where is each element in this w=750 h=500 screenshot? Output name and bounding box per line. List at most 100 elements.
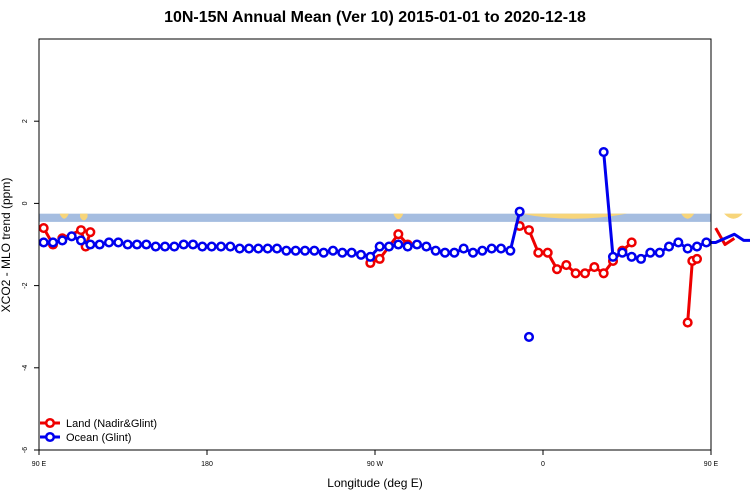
data-point-1 bbox=[374, 241, 385, 252]
data-point-1 bbox=[411, 239, 423, 250]
data-point-0 bbox=[691, 253, 703, 264]
data-point-1 bbox=[206, 241, 217, 252]
data-point-0 bbox=[598, 268, 609, 279]
data-point-0 bbox=[551, 264, 563, 275]
data-point-0 bbox=[85, 227, 96, 238]
data-point-1 bbox=[337, 247, 348, 258]
data-point-1 bbox=[467, 247, 479, 258]
data-point-1 bbox=[122, 239, 133, 250]
series-line-0 bbox=[686, 257, 698, 323]
data-point-1 bbox=[66, 231, 77, 242]
data-point-1 bbox=[234, 243, 245, 254]
y-tick-label: -4 bbox=[22, 365, 29, 371]
data-point-1 bbox=[327, 245, 339, 256]
chart-title: 10N-15N Annual Mean (Ver 10) 2015-01-01 … bbox=[164, 9, 586, 26]
land-patch bbox=[520, 213, 627, 219]
data-point-1 bbox=[178, 239, 189, 250]
data-point-1 bbox=[113, 237, 124, 248]
data-point-1 bbox=[514, 206, 525, 217]
data-point-1 bbox=[523, 331, 535, 343]
y-tick-label: 2 bbox=[22, 119, 29, 123]
data-point-1 bbox=[309, 245, 320, 256]
data-point-1 bbox=[159, 241, 171, 252]
legend-marker bbox=[44, 431, 56, 443]
data-point-1 bbox=[635, 253, 647, 264]
data-point-1 bbox=[486, 243, 497, 254]
data-point-0 bbox=[570, 268, 581, 279]
data-point-1 bbox=[654, 247, 665, 258]
legend-label: Land (Nadir&Glint) bbox=[66, 418, 157, 430]
data-point-0 bbox=[75, 225, 87, 236]
data-point-1 bbox=[598, 146, 609, 158]
data-point-1 bbox=[346, 247, 357, 258]
data-series bbox=[38, 146, 750, 343]
data-point-1 bbox=[281, 245, 292, 256]
data-point-0 bbox=[393, 229, 404, 240]
data-point-1 bbox=[253, 243, 264, 254]
data-point-0 bbox=[626, 237, 637, 248]
data-point-1 bbox=[477, 245, 488, 256]
y-tick-label: -6 bbox=[22, 447, 29, 453]
land-patch bbox=[393, 213, 403, 220]
data-point-1 bbox=[225, 241, 236, 252]
data-point-1 bbox=[299, 245, 311, 256]
data-point-1 bbox=[85, 239, 96, 250]
x-tick-label: 90 E bbox=[32, 461, 47, 468]
data-point-0 bbox=[589, 262, 600, 273]
legend-label: Ocean (Glint) bbox=[66, 432, 131, 444]
x-tick-label: 0 bbox=[541, 461, 545, 468]
data-point-1 bbox=[141, 239, 152, 250]
data-point-1 bbox=[626, 251, 637, 262]
data-point-0 bbox=[579, 268, 591, 279]
data-point-1 bbox=[94, 239, 105, 250]
data-point-0 bbox=[374, 253, 385, 264]
data-point-0 bbox=[682, 317, 693, 328]
axes: 90 E 180 90 W 0 90 E -6 -4 -2 0 2 bbox=[22, 119, 719, 468]
data-point-1 bbox=[402, 241, 413, 252]
data-point-0 bbox=[533, 247, 544, 258]
data-point-1 bbox=[673, 237, 684, 248]
legend-marker bbox=[44, 417, 56, 429]
data-point-1 bbox=[663, 241, 675, 252]
data-point-1 bbox=[421, 241, 432, 252]
data-point-1 bbox=[365, 251, 376, 262]
data-point-1 bbox=[47, 237, 59, 248]
data-point-1 bbox=[383, 241, 395, 252]
land-patch bbox=[80, 213, 88, 221]
data-point-1 bbox=[169, 241, 180, 252]
land-patch bbox=[724, 213, 743, 219]
data-point-1 bbox=[607, 251, 619, 262]
data-point-0 bbox=[542, 247, 553, 258]
data-point-1 bbox=[691, 241, 703, 252]
data-point-1 bbox=[430, 245, 441, 256]
data-point-1 bbox=[131, 239, 143, 250]
data-point-0 bbox=[523, 225, 535, 236]
legend: Land (Nadir&Glint) Ocean (Glint) bbox=[40, 417, 157, 444]
data-point-1 bbox=[38, 237, 49, 248]
data-point-1 bbox=[449, 247, 460, 258]
series-line-0 bbox=[714, 227, 736, 246]
land-patch bbox=[59, 213, 69, 219]
data-point-1 bbox=[645, 247, 656, 258]
data-point-1 bbox=[75, 235, 87, 246]
data-point-1 bbox=[701, 237, 712, 248]
data-point-1 bbox=[150, 241, 161, 252]
data-point-0 bbox=[561, 260, 572, 271]
plot-frame bbox=[38, 38, 712, 451]
land-patch bbox=[681, 213, 695, 219]
data-point-1 bbox=[393, 239, 404, 250]
ocean-band bbox=[39, 213, 711, 222]
data-point-1 bbox=[290, 245, 301, 256]
data-point-1 bbox=[197, 241, 208, 252]
data-point-1 bbox=[682, 243, 693, 254]
x-tick-label: 180 bbox=[201, 461, 213, 468]
data-point-1 bbox=[103, 237, 115, 248]
x-axis-label: Longitude (deg E) bbox=[327, 476, 423, 490]
data-point-1 bbox=[355, 249, 367, 260]
data-point-1 bbox=[57, 235, 68, 246]
data-point-0 bbox=[38, 223, 49, 234]
y-tick-label: 0 bbox=[22, 201, 29, 205]
data-point-1 bbox=[495, 243, 507, 254]
data-point-1 bbox=[458, 243, 469, 254]
